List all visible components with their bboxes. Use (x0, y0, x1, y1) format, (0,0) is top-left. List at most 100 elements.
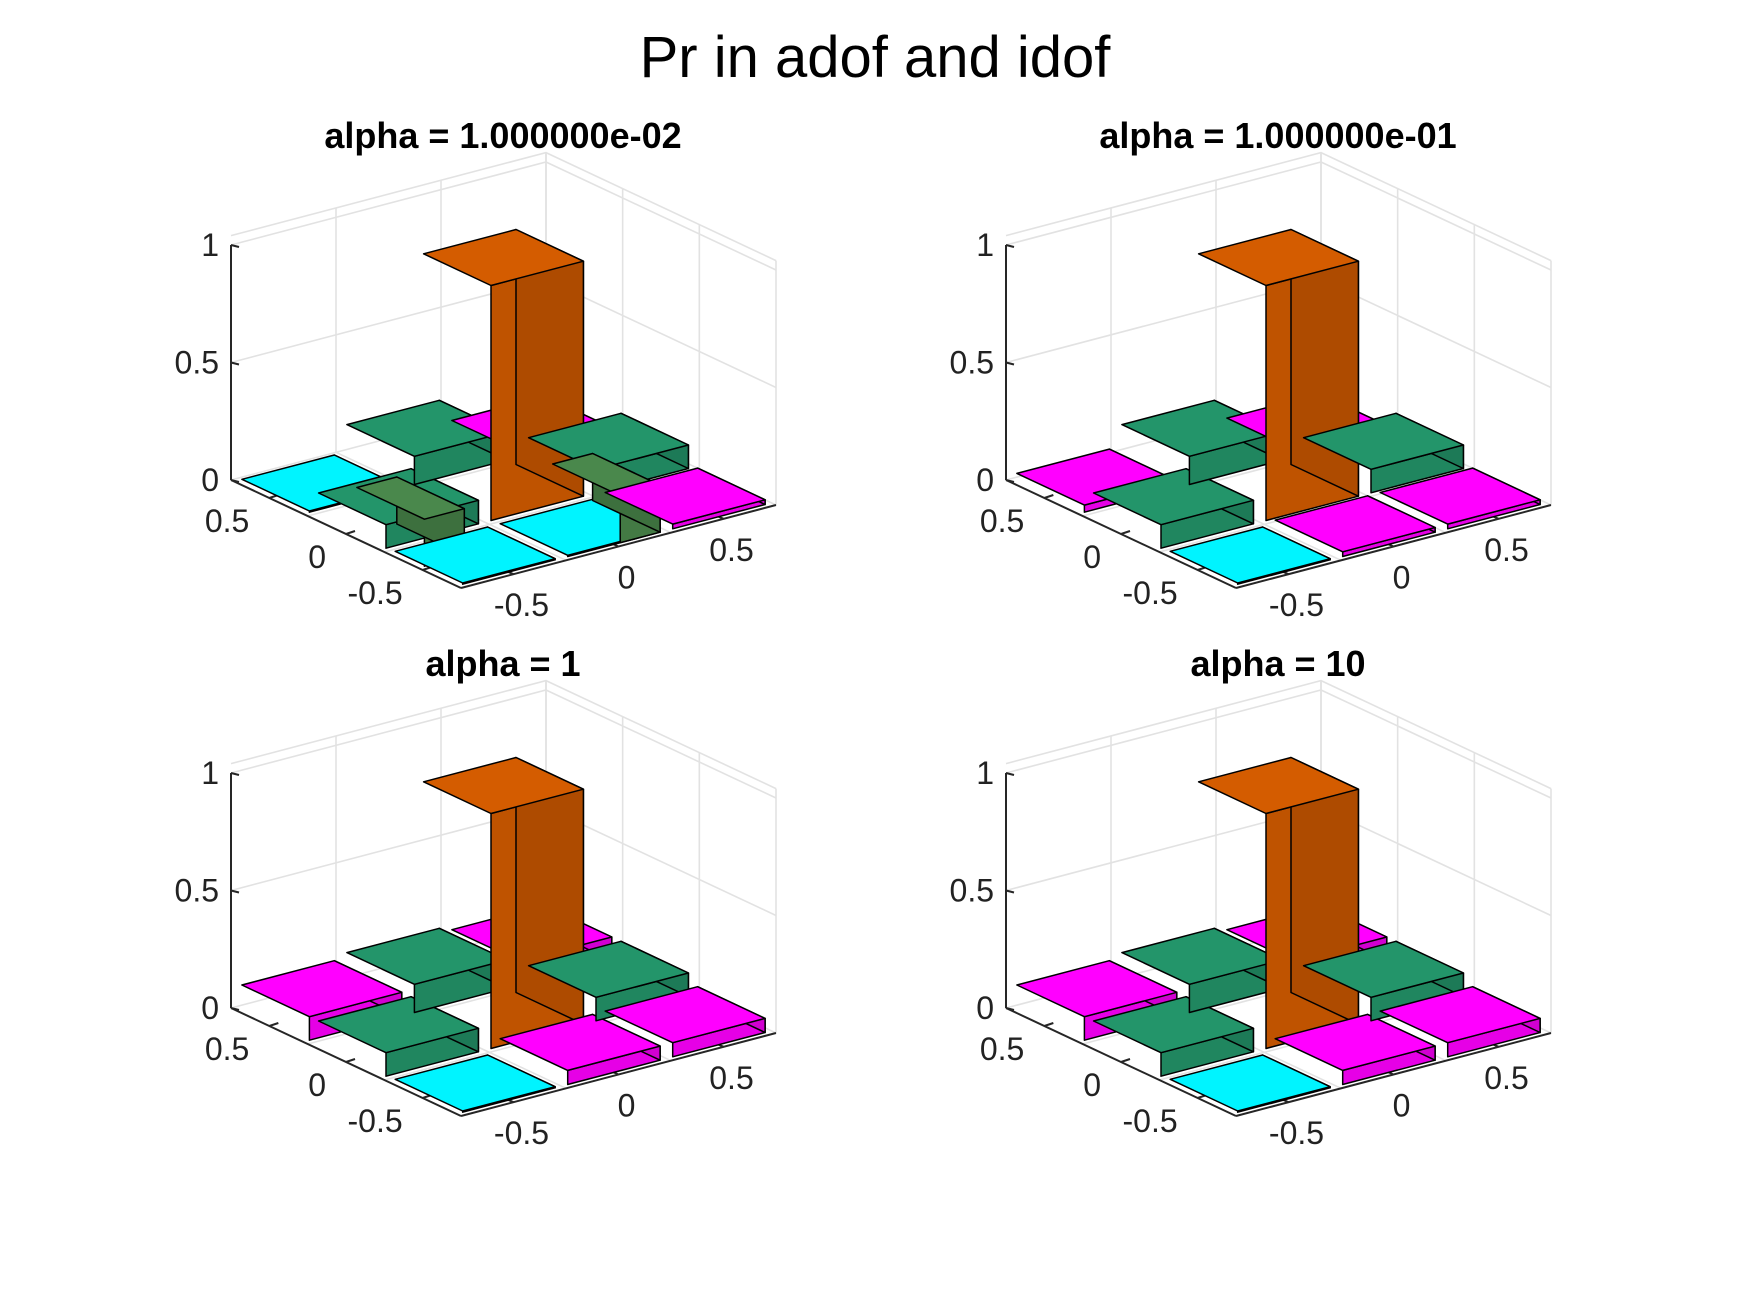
figure-title: Pr in adof and idof (639, 25, 1111, 90)
bar-top (317, 995, 480, 1054)
x-tick-label: -0.5 (1269, 587, 1324, 623)
y-tick-label: 0 (1083, 1067, 1101, 1103)
bar-top (1169, 1054, 1331, 1112)
bar (1302, 412, 1465, 494)
grid-line (230, 151, 777, 262)
z-tick (230, 772, 240, 776)
bar-top (1379, 467, 1541, 525)
bar-top (394, 526, 556, 584)
x-tick-label: 0.5 (709, 1060, 753, 1096)
z-tick-label: 0 (201, 990, 219, 1026)
y-tick (1120, 530, 1131, 535)
bar (1274, 1013, 1436, 1086)
bar-top (499, 1013, 661, 1072)
bar-top (394, 1054, 556, 1112)
bar-top (422, 228, 585, 287)
z-tick-label: 0.5 (175, 873, 219, 909)
y-tick (1120, 1058, 1131, 1063)
bar (604, 985, 766, 1058)
axes: 0 0.5 1 0.5 0 -0.5 -0.5 0 0.5 (950, 755, 1552, 1151)
y-tick (269, 1022, 279, 1027)
z-tick-label: 1 (976, 227, 994, 263)
bars (1016, 756, 1541, 1113)
subplot-1: alpha = 1.000000e-02 0 0.5 1 0.5 0 -0.5 -0.5 0 0.… (175, 115, 777, 623)
bars (241, 756, 766, 1113)
axes: 0 0.5 1 0.5 0 -0.5 -0.5 0 0.5 (175, 755, 777, 1151)
bars (1016, 228, 1541, 585)
bar-top (604, 985, 766, 1044)
z-tick (1005, 889, 1015, 894)
y-tick-label: -0.5 (348, 1103, 403, 1139)
bar-top (527, 940, 690, 999)
x-tick-label: 0.5 (1484, 1060, 1528, 1096)
x-tick-label: 0 (618, 560, 636, 596)
bar-top (1274, 495, 1436, 553)
bar (394, 526, 556, 585)
bar-top (1379, 985, 1541, 1044)
subplot-3: alpha = 1 0 0.5 1 0.5 0 -0.5 -0.5 0 0.5 (175, 643, 777, 1151)
y-tick-label: -0.5 (348, 575, 403, 611)
y-tick (1044, 1022, 1054, 1027)
grid-line (1005, 679, 1552, 790)
bar (1169, 1054, 1331, 1113)
z-tick (230, 244, 240, 248)
z-tick (1005, 244, 1015, 248)
x-tick-label: 0 (1393, 560, 1411, 596)
x-tick-label: -0.5 (1269, 1115, 1324, 1151)
bar (317, 995, 480, 1077)
bar (1274, 495, 1436, 558)
bar-top (1016, 959, 1178, 1018)
subplot-4: alpha = 10 0 0.5 1 0.5 0 -0.5 -0.5 0 0.5 (950, 643, 1552, 1151)
bar-top (1092, 467, 1255, 526)
grid-line (230, 689, 777, 799)
grid-line (1005, 161, 1552, 271)
z-tick (230, 889, 240, 894)
y-tick-label: 0 (1083, 539, 1101, 575)
bar (422, 228, 585, 522)
bar-top (422, 756, 585, 815)
grid-line (1005, 151, 1552, 262)
grid-line (1005, 689, 1552, 799)
subplot-title: alpha = 1 (425, 643, 580, 684)
bar (1197, 756, 1360, 1050)
bar-top (1092, 995, 1255, 1054)
bar-top (1274, 1013, 1436, 1072)
bar-top (604, 467, 766, 525)
z-tick (1005, 479, 1015, 483)
y-tick (345, 530, 356, 535)
z-tick-label: 0 (976, 462, 994, 498)
grid-line (230, 161, 777, 271)
bar-top (356, 476, 466, 520)
bar-top (1197, 228, 1360, 287)
z-tick (1005, 1007, 1015, 1011)
z-tick-label: 0 (976, 990, 994, 1026)
y-tick-label: 0.5 (980, 1031, 1024, 1067)
z-tick-label: 0.5 (950, 873, 994, 909)
subplot-2: alpha = 1.000000e-01 0 0.5 1 0.5 0 -0.5 -0.5 0 0.… (950, 115, 1552, 623)
y-tick-label: 0.5 (980, 503, 1024, 539)
bar-top (241, 959, 403, 1018)
z-tick (1005, 772, 1015, 776)
axes: 0 0.5 1 0.5 0 -0.5 -0.5 0 0.5 (175, 227, 777, 623)
z-tick-label: 1 (201, 755, 219, 791)
bar (1092, 467, 1255, 549)
x-tick-label: -0.5 (494, 587, 549, 623)
grid-line (230, 679, 777, 790)
z-tick (230, 1007, 240, 1011)
y-tick-label: -0.5 (1123, 575, 1178, 611)
z-tick-label: 1 (976, 755, 994, 791)
bar (1121, 927, 1283, 1014)
z-tick-label: 0 (201, 462, 219, 498)
subplot-title: alpha = 10 (1190, 643, 1365, 684)
bar (1092, 995, 1255, 1077)
bar (604, 467, 766, 530)
x-tick-label: 0 (1393, 1088, 1411, 1124)
z-tick (1005, 361, 1015, 366)
bar-top (1197, 756, 1360, 815)
y-tick-label: -0.5 (1123, 1103, 1178, 1139)
x-tick-label: -0.5 (494, 1115, 549, 1151)
y-tick (1044, 494, 1054, 499)
bars (241, 228, 766, 585)
bar-top (1302, 412, 1465, 471)
